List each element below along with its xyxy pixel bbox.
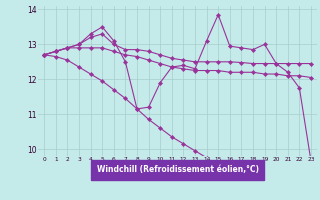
X-axis label: Windchill (Refroidissement éolien,°C): Windchill (Refroidissement éolien,°C): [97, 165, 259, 174]
